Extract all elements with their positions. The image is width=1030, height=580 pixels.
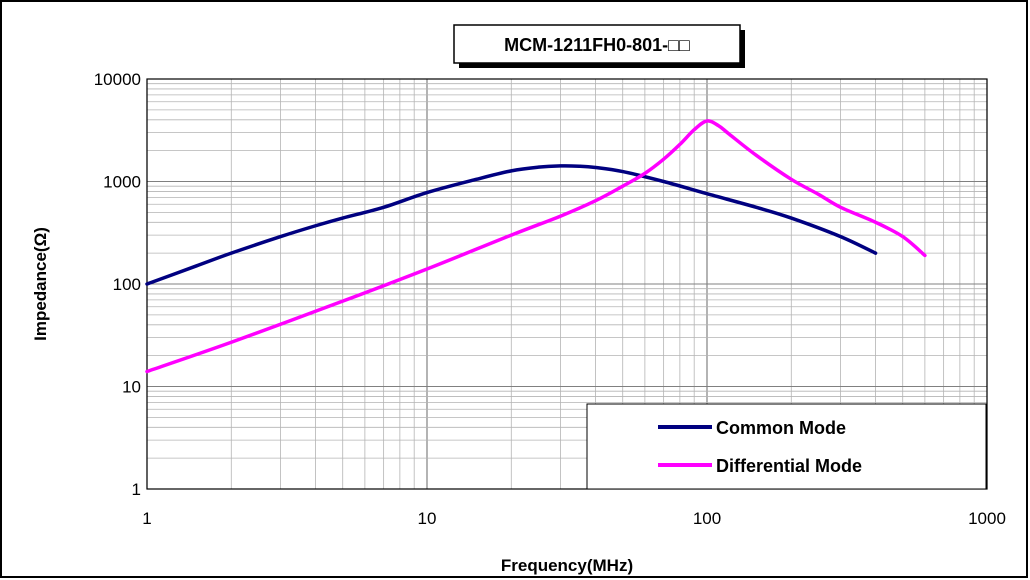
y-tick-label: 1000 (103, 173, 141, 192)
y-tick-label: 10000 (94, 70, 141, 89)
legend-box (586, 403, 987, 490)
legend-label-common-mode: Common Mode (716, 418, 846, 438)
y-tick-label: 10 (122, 378, 141, 397)
x-tick-label: 1 (142, 509, 151, 528)
series-line-differential-mode (145, 119, 927, 374)
chart-title: MCM-1211FH0-801-□□ (504, 35, 690, 55)
x-tick-label: 1000 (968, 509, 1006, 528)
title-box (453, 24, 741, 64)
y-tick-labels: 1 10 100 1000 10000 (94, 70, 141, 499)
y-tick-label: 1 (132, 480, 141, 499)
legend-label-differential-mode: Differential Mode (716, 456, 862, 476)
x-tick-label: 100 (693, 509, 721, 528)
series-line-common-mode (145, 164, 878, 286)
y-tick-label: 100 (113, 275, 141, 294)
x-tick-label: 10 (418, 509, 437, 528)
x-axis-label: Frequency(MHz) (501, 556, 633, 575)
y-axis-label: Impedance(Ω) (31, 227, 50, 341)
series-layer (145, 119, 927, 374)
x-tick-labels: 1 10 100 1000 (142, 509, 1006, 528)
legend: Common Mode Differential Mode (586, 403, 987, 490)
